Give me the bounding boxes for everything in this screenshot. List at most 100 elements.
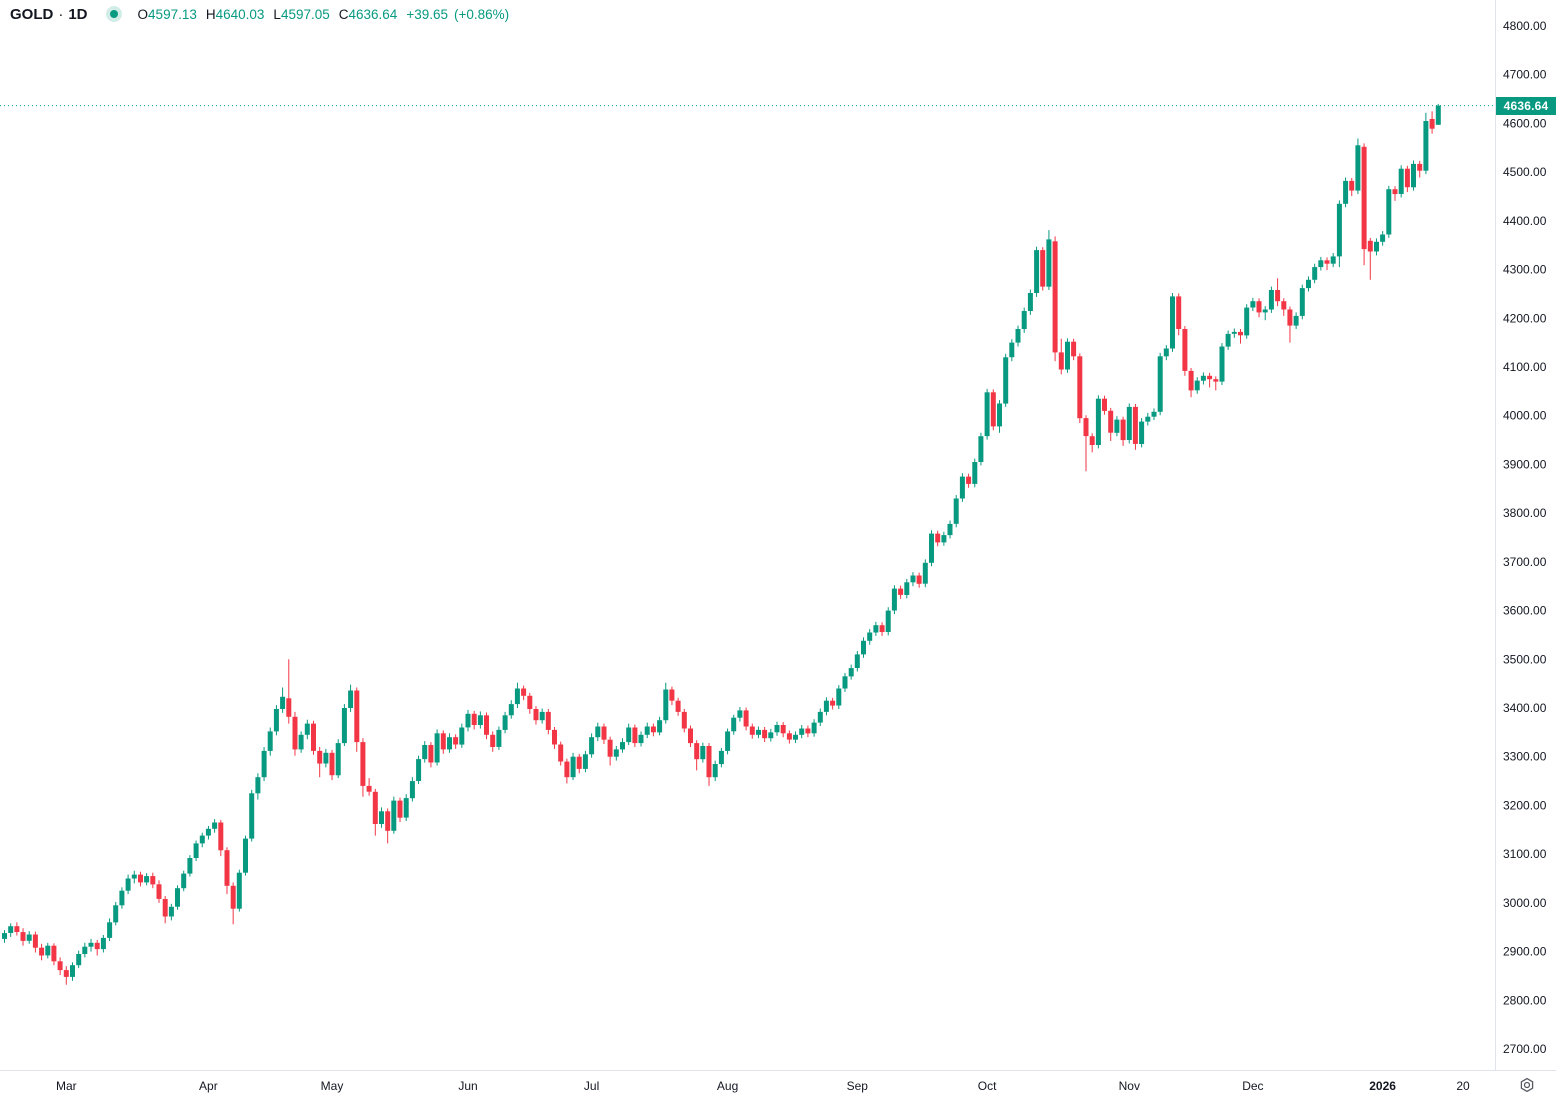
- market-status-dot-icon[interactable]: [105, 6, 122, 22]
- candle-up: [774, 721, 780, 736]
- candlestick-series[interactable]: [2, 103, 1441, 985]
- candle-up: [663, 682, 669, 724]
- candle-up: [1145, 412, 1151, 426]
- candle-up: [273, 705, 279, 736]
- candle-down: [484, 712, 489, 740]
- price-axis-label: 2900.00: [1503, 945, 1547, 959]
- candle-up: [199, 832, 205, 848]
- time-axis-label: Dec: [1242, 1079, 1263, 1093]
- candle-up: [1194, 377, 1200, 394]
- candle-up: [465, 709, 471, 732]
- candle-down: [632, 724, 638, 747]
- candle-up: [187, 855, 193, 877]
- candle-up: [348, 684, 354, 712]
- price-axis-label: 4800.00: [1503, 19, 1547, 33]
- candle-down: [224, 847, 230, 895]
- time-axis-label: Jul: [584, 1079, 599, 1093]
- price-axis-label: 4200.00: [1503, 311, 1547, 325]
- candle-down: [1275, 278, 1281, 307]
- candle-up: [1034, 246, 1040, 297]
- candle-down: [490, 731, 496, 752]
- candle-up: [953, 495, 959, 528]
- candle-down: [533, 706, 539, 725]
- candle-down: [1102, 395, 1107, 415]
- price-axis[interactable]: 4800.00 4700.00 4600.00 4500.00 4400.00 4300.…: [1503, 19, 1547, 1056]
- candle-up: [848, 664, 854, 680]
- candle-up: [144, 873, 150, 886]
- price-scale-settings-icon[interactable]: [1520, 1077, 1534, 1093]
- candle-down: [1071, 338, 1077, 361]
- candle-up: [391, 796, 397, 834]
- candle-up: [836, 685, 842, 709]
- candle-up: [891, 585, 897, 614]
- candle-down: [675, 697, 681, 716]
- candle-down: [879, 622, 885, 636]
- candle-up: [508, 700, 514, 719]
- candle-down: [780, 722, 786, 738]
- candle-down: [694, 740, 700, 771]
- candle-down: [57, 957, 63, 975]
- time-axis-label: Sep: [847, 1079, 869, 1093]
- candle-up: [811, 719, 817, 737]
- candle-up: [570, 752, 576, 781]
- time-axis[interactable]: Mar Apr May Jun Jul Aug Sep Oct Nov Dec 2026 20: [56, 1079, 1470, 1093]
- candle-up: [131, 870, 137, 884]
- candle-up: [175, 885, 180, 910]
- candle-down: [830, 697, 836, 710]
- candle-up: [978, 432, 984, 466]
- candle-up: [1163, 345, 1169, 361]
- candle-up: [447, 733, 452, 753]
- candle-down: [1392, 186, 1398, 201]
- candle-up: [323, 748, 329, 768]
- candle-down: [564, 758, 570, 784]
- symbol-title[interactable]: GOLD · 1D: [10, 6, 88, 23]
- price-axis-label: 3000.00: [1503, 896, 1547, 910]
- candle-down: [1417, 160, 1423, 178]
- candle-up: [1244, 304, 1250, 339]
- candle-up: [972, 458, 978, 488]
- last-price-badge[interactable]: 4636.64: [1496, 96, 1556, 115]
- candle-up: [1312, 263, 1318, 284]
- candle-up: [700, 742, 706, 763]
- candle-down: [669, 686, 675, 706]
- candle-up: [496, 726, 502, 750]
- candle-up: [304, 719, 310, 740]
- candle-up: [1200, 372, 1206, 385]
- candle-down: [545, 709, 551, 735]
- candle-up: [823, 697, 829, 716]
- candle-down: [156, 880, 162, 903]
- candle-up: [107, 918, 113, 941]
- candle-up: [873, 621, 879, 636]
- candle-up: [959, 473, 965, 502]
- candle-down: [805, 725, 811, 738]
- candle-up: [984, 388, 990, 440]
- candle-down: [1052, 236, 1058, 362]
- candle-down: [1324, 257, 1330, 271]
- candle-up: [45, 942, 51, 959]
- time-axis-label: 2026: [1369, 1079, 1396, 1093]
- candle-up: [243, 835, 248, 876]
- high-readout: H4640.03: [205, 6, 265, 22]
- open-readout: O4597.13: [137, 6, 197, 22]
- time-axis-label: Jun: [458, 1079, 477, 1093]
- candle-up: [1095, 395, 1101, 449]
- candle-up: [712, 760, 718, 782]
- candle-down: [385, 808, 391, 844]
- candle-down: [32, 931, 38, 953]
- price-axis-label: 3200.00: [1503, 798, 1547, 812]
- candle-up: [731, 714, 737, 735]
- candle-down: [14, 922, 20, 936]
- close-readout: C4636.64: [338, 6, 398, 22]
- candle-up: [1021, 307, 1027, 333]
- candle-down: [372, 788, 378, 836]
- price-axis-label: 4000.00: [1503, 409, 1547, 423]
- candle-down: [916, 572, 922, 588]
- candle-up: [113, 901, 119, 926]
- candle-down: [354, 687, 360, 752]
- change-readout: +39.65: [406, 6, 448, 22]
- candle-down: [1040, 247, 1046, 291]
- candle-down: [39, 943, 45, 961]
- candle-up: [1126, 403, 1132, 444]
- price-axis-label: 4600.00: [1503, 116, 1547, 130]
